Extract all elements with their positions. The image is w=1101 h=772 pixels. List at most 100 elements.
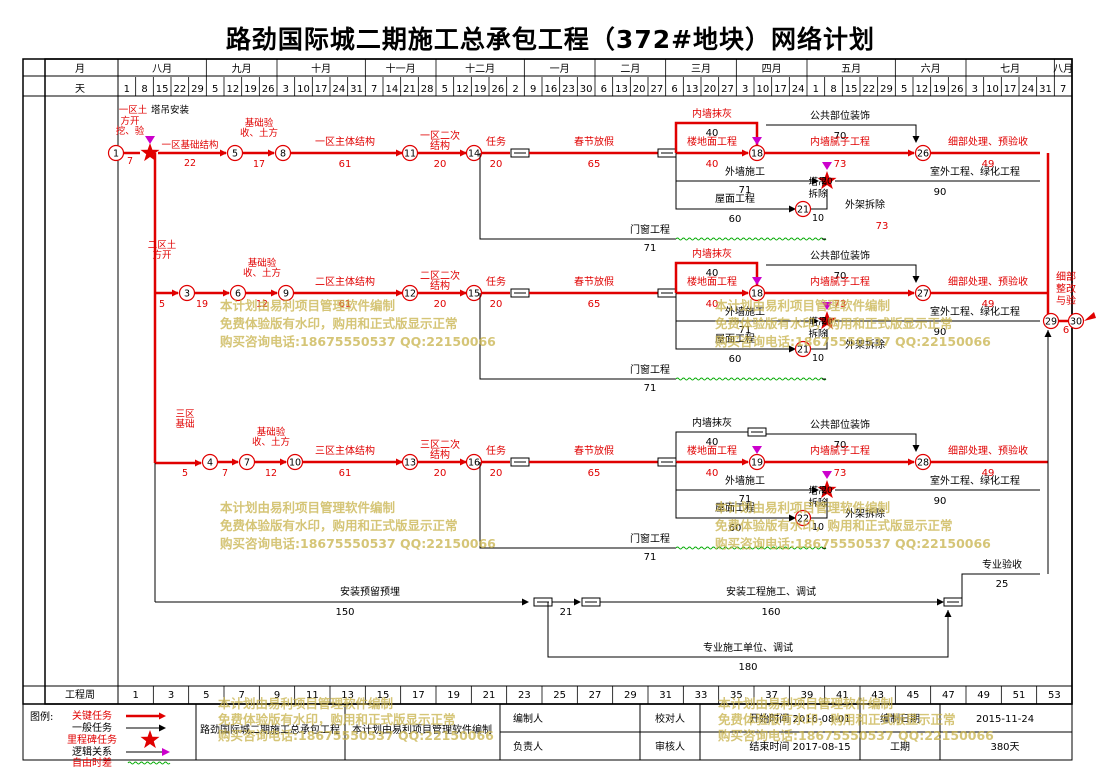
arrow-head <box>742 149 749 157</box>
day-tick: 20 <box>703 84 716 95</box>
end-time: 结束时间 2017-08-15 <box>749 740 850 753</box>
week-tick: 29 <box>624 690 637 701</box>
special-label: 专业施工单位、调试 <box>703 641 793 654</box>
legend-item: 一般任务 <box>72 721 112 734</box>
day-tick: 30 <box>580 84 593 95</box>
day-tick: 31 <box>350 84 363 95</box>
finish-label: 细部处理、预验收 <box>948 275 1028 288</box>
secondary-label: 结构 <box>430 448 450 461</box>
plaster-duration: 40 <box>706 128 719 139</box>
watermark-text: 免费体验版有水印，购用和正式版显示正常 <box>218 712 456 727</box>
float-line <box>675 546 827 550</box>
week-tick: 9 <box>274 690 280 701</box>
node-number: 26 <box>917 149 929 160</box>
day-tick: 3 <box>742 84 748 95</box>
legend-logic-marker <box>162 748 170 756</box>
event-node <box>1067 312 1085 330</box>
scaffold-label: 外架拆除 <box>845 338 885 351</box>
day-tick: 1 <box>813 84 819 95</box>
plaster-label: 内墙抹灰 <box>692 107 732 120</box>
day-tick: 17 <box>315 84 328 95</box>
node-number: 22 <box>797 514 809 525</box>
week-tick: 7 <box>238 690 244 701</box>
week-tick: 5 <box>203 690 209 701</box>
install-work-label: 安装工程施工、调试 <box>726 585 816 598</box>
month-tick: 一月 <box>550 63 570 75</box>
install-embed-duration: 150 <box>335 607 354 618</box>
scaffold-label: 外架拆除 <box>845 507 885 520</box>
watermark-text: 购买咨询电话:18675550537 QQ:22150066 <box>715 334 991 349</box>
watermark-text: 本计划由易利项目管理软件编制 <box>218 696 393 711</box>
exterior-label: 外墙施工 <box>725 474 765 487</box>
holiday-label: 春节放假 <box>574 444 614 457</box>
putty-label: 内墙腻子工程 <box>810 275 870 288</box>
window-duration: 71 <box>644 383 657 394</box>
fdn-check-duration: 17 <box>253 159 265 170</box>
task-duration: 20 <box>490 299 503 310</box>
earthwork-label: 方开 <box>120 115 140 127</box>
crane-remove-duration: 10 <box>812 522 824 533</box>
logic-marker <box>145 136 155 144</box>
watermark-text: 免费体验版有水印，购用和正式版显示正常 <box>220 316 458 331</box>
milestone-star <box>817 311 837 330</box>
floor-duration: 40 <box>706 299 719 310</box>
task-duration: 20 <box>490 468 503 479</box>
watermark-text: 本计划由易利项目管理软件编制 <box>718 696 893 711</box>
month-tick: 四月 <box>762 63 782 75</box>
accept-duration: 25 <box>996 579 1009 590</box>
event-node <box>226 144 244 162</box>
week-tick: 37 <box>765 690 778 701</box>
exterior-duration: 71 <box>739 185 752 196</box>
node-number: 21 <box>797 345 809 356</box>
roof-link <box>675 181 795 210</box>
node-number: 30 <box>1070 317 1082 328</box>
week-tick: 47 <box>942 690 955 701</box>
node-number: 29 <box>1045 317 1057 328</box>
window-link <box>479 153 676 240</box>
earthwork-label: 挖、验 <box>116 125 145 137</box>
earthwork-duration: 7 <box>127 156 133 167</box>
watermark-text: 本计划由易利项目管理软件编制 <box>220 500 395 515</box>
week-tick: 19 <box>447 690 460 701</box>
day-tick: 8 <box>141 84 147 95</box>
arrow-head <box>172 289 179 297</box>
float-line <box>675 377 827 381</box>
arrow-head <box>268 149 275 157</box>
event-node <box>238 453 256 471</box>
plaster-duration: 40 <box>706 268 719 279</box>
day-tick: 19 <box>933 84 946 95</box>
event-node <box>794 509 812 527</box>
putty-label: 内墙腻子工程 <box>810 444 870 457</box>
week-tick: 45 <box>907 690 920 701</box>
task-label: 任务 <box>486 444 506 457</box>
event-node <box>229 284 247 302</box>
main-structure-duration: 61 <box>339 468 352 479</box>
secondary-duration: 20 <box>434 468 447 479</box>
public-link <box>766 433 917 450</box>
event-node <box>465 453 483 471</box>
window-link <box>479 293 676 380</box>
crane-remove-duration: 10 <box>812 213 824 224</box>
public-label: 公共部位装饰 <box>810 418 870 431</box>
outdoor-label: 室外工程、绿化工程 <box>930 305 1020 318</box>
day-tick: 27 <box>650 84 663 95</box>
month-tick: 五月 <box>841 63 861 75</box>
week-tick: 53 <box>1048 690 1061 701</box>
window-label: 门窗工程 <box>630 532 670 545</box>
week-tick: 49 <box>977 690 990 701</box>
putty-duration: 73 <box>834 468 847 479</box>
month-tick: 十月 <box>311 62 331 75</box>
period-value: 380天 <box>990 742 1019 753</box>
week-tick: 43 <box>871 690 884 701</box>
day-tick: 17 <box>774 84 787 95</box>
crane-link <box>811 329 828 350</box>
node-number: 13 <box>404 458 416 469</box>
outdoor-label: 室外工程、绿化工程 <box>930 165 1020 178</box>
week-tick: 41 <box>836 690 849 701</box>
start-time: 开始时间 2016-08-01 <box>749 712 850 725</box>
crane-remove-label: 塔吊 <box>808 316 827 328</box>
task-label: 任务 <box>486 135 506 148</box>
day-tick: 10 <box>756 84 769 95</box>
editor-label: 编制人 <box>513 712 543 725</box>
